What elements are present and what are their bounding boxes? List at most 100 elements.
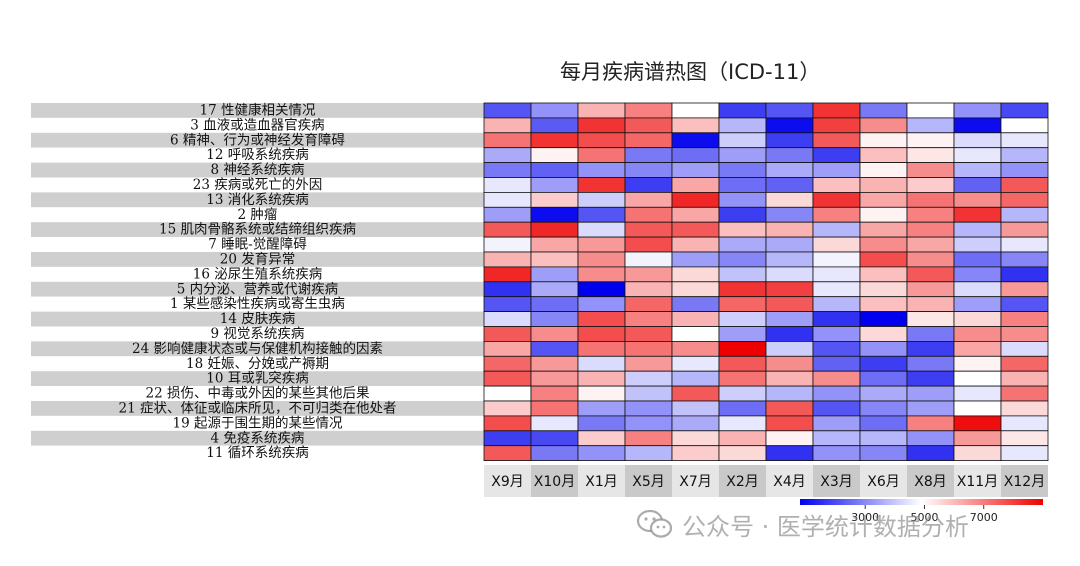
heatmap-cell bbox=[671, 236, 720, 253]
column-label-bands bbox=[484, 465, 1048, 497]
heatmap-cell bbox=[718, 415, 767, 432]
heatmap-cell bbox=[953, 236, 1002, 253]
heatmap-cell bbox=[953, 177, 1002, 193]
heatmap-cell bbox=[718, 340, 767, 357]
heatmap-cell bbox=[1000, 281, 1049, 298]
heatmap-cell bbox=[577, 206, 626, 223]
heatmap-cell bbox=[483, 415, 532, 432]
heatmap-cell bbox=[1000, 430, 1049, 447]
heatmap-cell bbox=[1000, 326, 1049, 342]
heatmap-cell bbox=[906, 221, 955, 238]
heatmap-cell bbox=[577, 355, 626, 372]
heatmap-cell bbox=[1000, 221, 1049, 238]
heatmap-cell bbox=[718, 191, 767, 208]
heatmap-cell bbox=[1000, 370, 1049, 387]
heatmap-cell bbox=[530, 281, 579, 298]
row-label: 5 内分泌、营养或代谢疾病 bbox=[177, 281, 338, 297]
column-labels: X9月 X10月 X1月 X5月 X7月 X2月 X4月 X3月 X6月 X8月 X11月 X12月 bbox=[491, 474, 1045, 490]
heatmap-cell bbox=[812, 147, 861, 163]
row-label: 14 皮肤疾病 bbox=[220, 311, 295, 327]
colorbar-tick-label: 3000 bbox=[851, 511, 879, 524]
heatmap-cell bbox=[483, 445, 532, 462]
heatmap-cell bbox=[906, 132, 955, 149]
row-label: 21 症状、体征或临床所见，不可归类在他处者 bbox=[119, 399, 397, 416]
heatmap-cell bbox=[859, 400, 908, 417]
heatmap-cell bbox=[624, 221, 673, 238]
heatmap-cell bbox=[906, 147, 955, 163]
row-label-band bbox=[31, 401, 484, 416]
column-label: X4月 bbox=[773, 474, 806, 490]
watermark-text: 公众号 · 医学统计数据分析 bbox=[682, 512, 969, 541]
heatmap-cell bbox=[906, 445, 955, 462]
heatmap-cell bbox=[530, 415, 579, 432]
heatmap-cell bbox=[483, 266, 532, 283]
heatmap-cell bbox=[1000, 400, 1049, 417]
row-label-band bbox=[31, 281, 484, 297]
heatmap-cell bbox=[577, 370, 626, 387]
heatmap-cell bbox=[671, 132, 720, 149]
heatmap-cell bbox=[577, 340, 626, 357]
chart-title: 每月疾病谱热图（ICD-11） bbox=[560, 60, 821, 84]
heatmap-cell bbox=[765, 206, 814, 223]
heatmap-cell bbox=[624, 266, 673, 283]
heatmap-cell bbox=[671, 385, 720, 402]
heatmap-cell bbox=[483, 221, 532, 238]
column-label: X3月 bbox=[820, 474, 853, 490]
heatmap-cell bbox=[718, 445, 767, 462]
column-label-band bbox=[907, 465, 954, 497]
heatmap-cell bbox=[530, 296, 579, 313]
heatmap-cell bbox=[859, 102, 908, 119]
heatmap-cell bbox=[671, 400, 720, 417]
heatmap-cell bbox=[577, 385, 626, 402]
heatmap-cell bbox=[859, 340, 908, 357]
heatmap-cell bbox=[812, 340, 861, 357]
column-label-band bbox=[1001, 465, 1048, 497]
heatmap-cell bbox=[812, 117, 861, 134]
heatmap-cell bbox=[483, 355, 532, 372]
heatmap-cell bbox=[530, 370, 579, 387]
heatmap-cell bbox=[906, 415, 955, 432]
row-label: 9 视觉系统疾病 bbox=[211, 326, 305, 342]
heatmap-cell bbox=[765, 445, 814, 462]
heatmap-cell bbox=[718, 281, 767, 298]
heatmap-cell bbox=[577, 415, 626, 432]
heatmap-cell bbox=[577, 236, 626, 253]
heatmap-cell bbox=[577, 251, 626, 268]
column-label: X5月 bbox=[632, 474, 665, 490]
heatmap-cell bbox=[859, 147, 908, 163]
row-label-band bbox=[31, 132, 484, 148]
heatmap-cell bbox=[577, 177, 626, 193]
column-label-band bbox=[860, 465, 907, 497]
heatmap-cell bbox=[953, 340, 1002, 357]
heatmap-cell bbox=[953, 385, 1002, 402]
row-label: 12 呼吸系统疾病 bbox=[206, 147, 308, 163]
heatmap-cell bbox=[859, 236, 908, 253]
heatmap-cell bbox=[1000, 102, 1049, 119]
heatmap-cell bbox=[1000, 385, 1049, 402]
heatmap-cell bbox=[718, 266, 767, 283]
colorbar-tick-label: 7000 bbox=[970, 511, 998, 524]
heatmap-cell bbox=[577, 296, 626, 313]
heatmap-cell bbox=[812, 236, 861, 253]
heatmap-cell bbox=[624, 102, 673, 119]
row-label-band bbox=[31, 162, 484, 178]
row-label-band bbox=[31, 430, 484, 446]
heatmap-cell bbox=[1000, 117, 1049, 134]
heatmap-cell bbox=[859, 177, 908, 193]
heatmap-cell bbox=[718, 236, 767, 253]
row-label: 17 性健康相关情况 bbox=[200, 101, 316, 118]
column-label: X1月 bbox=[585, 474, 618, 490]
heatmap-cell bbox=[812, 132, 861, 149]
heatmap-cell bbox=[765, 326, 814, 342]
row-label: 18 妊娠、分娩或产褥期 bbox=[186, 356, 329, 372]
column-label-band bbox=[766, 465, 813, 497]
heatmap-cell bbox=[624, 385, 673, 402]
heatmap-cell bbox=[953, 430, 1002, 447]
heatmap-cell bbox=[812, 445, 861, 462]
heatmap-cell bbox=[859, 326, 908, 342]
heatmap-cell bbox=[953, 281, 1002, 298]
row-label: 10 耳或乳突疾病 bbox=[206, 371, 308, 387]
colorbar-legend: 3000 5000 7000 bbox=[800, 499, 1043, 524]
heatmap-cell bbox=[624, 355, 673, 372]
